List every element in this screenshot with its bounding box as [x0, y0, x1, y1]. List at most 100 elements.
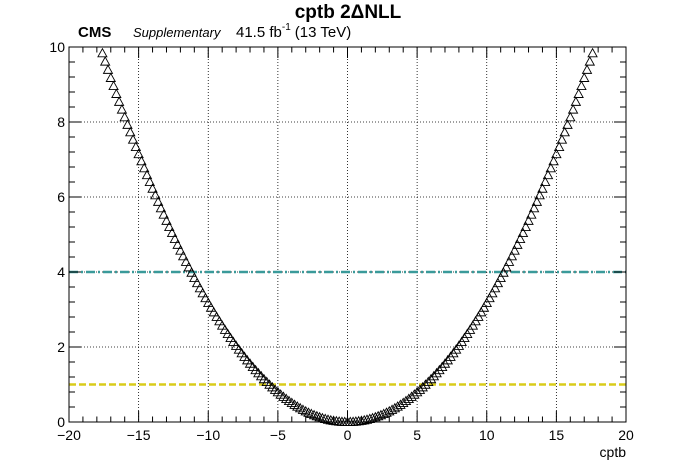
data-point-135 [473, 311, 484, 321]
data-point-167 [562, 119, 573, 129]
data-point-112 [409, 389, 420, 399]
data-point-75 [306, 408, 317, 419]
data-point-163 [551, 148, 562, 159]
plot-layer: −20 −15 −10 −5 0 5 10 15 20 0 2 4 6 8 10 [49, 39, 634, 443]
data-point-137 [478, 302, 490, 312]
data-point-153 [523, 215, 534, 225]
data-point-35 [194, 282, 206, 293]
data-point-152 [520, 221, 532, 231]
data-point-40 [208, 306, 220, 317]
data-point-124 [442, 354, 454, 365]
x-tick-label-7: 15 [549, 427, 565, 443]
data-point-23 [161, 215, 172, 225]
data-point-4 [108, 80, 119, 91]
data-point-33 [189, 272, 200, 282]
data-point-149 [512, 239, 523, 249]
data-point-125 [445, 351, 456, 361]
x-tick-label-2: −10 [196, 427, 220, 443]
data-point-74 [303, 407, 314, 417]
data-point-150 [514, 233, 526, 243]
data-point-8 [119, 111, 130, 122]
data-point-80 [319, 413, 331, 424]
data-point-170 [570, 96, 582, 106]
data-point-139 [484, 292, 495, 303]
data-point-82 [325, 414, 337, 425]
data-point-24 [163, 221, 175, 231]
supplementary-label: Supplementary [133, 25, 222, 40]
data-point-6 [113, 96, 125, 106]
data-point-104 [386, 404, 398, 414]
data-point-39 [205, 302, 217, 312]
data-point-136 [475, 306, 487, 317]
data-point-103 [384, 405, 395, 416]
data-point-168 [565, 111, 576, 122]
x-tick-label-0: −20 [57, 427, 81, 443]
data-point-156 [531, 196, 543, 206]
data-point-14 [136, 155, 147, 166]
data-point-116 [420, 379, 431, 389]
data-point-70 [292, 401, 303, 411]
data-point-122 [436, 361, 448, 371]
data-point-145 [500, 261, 512, 272]
data-point-176 [587, 47, 598, 58]
data-point-26 [169, 233, 181, 243]
data-point-21 [155, 202, 167, 213]
data-point-36 [197, 287, 208, 298]
data-point-0 [97, 47, 108, 58]
data-point-44 [219, 324, 231, 334]
data-point-16 [141, 169, 153, 180]
data-point-118 [425, 373, 437, 384]
data-point-77 [311, 410, 323, 421]
data-point-119 [428, 370, 440, 381]
data-point-71 [294, 402, 306, 413]
data-point-169 [567, 104, 579, 114]
data-point-66 [280, 393, 292, 403]
data-point-76 [308, 409, 320, 420]
data-point-115 [417, 381, 428, 392]
data-point-151 [517, 227, 529, 238]
data-point-146 [503, 256, 515, 266]
data-point-121 [434, 364, 445, 375]
y-tick-label-5: 10 [49, 39, 65, 55]
data-point-161 [545, 162, 557, 173]
data-point-120 [431, 367, 442, 378]
data-point-175 [584, 56, 596, 66]
data-point-2 [102, 64, 114, 74]
data-point-67 [283, 395, 295, 406]
data-point-3 [105, 72, 117, 82]
data-point-117 [423, 376, 434, 386]
data-point-41 [211, 311, 222, 321]
y-tick-label-3: 6 [57, 189, 65, 205]
data-point-159 [539, 176, 551, 186]
data-point-73 [300, 405, 311, 416]
data-point-17 [144, 176, 156, 186]
data-point-13 [133, 148, 144, 159]
data-point-31 [183, 261, 195, 272]
x-tick-label-1: −15 [127, 427, 151, 443]
x-tick-label-6: 10 [479, 427, 495, 443]
data-point-158 [537, 183, 548, 193]
data-point-157 [534, 189, 545, 200]
data-point-138 [481, 297, 493, 307]
data-point-1 [99, 56, 111, 66]
data-point-173 [578, 72, 590, 82]
data-point-7 [116, 104, 128, 114]
data-point-164 [553, 141, 565, 151]
data-point-140 [487, 287, 498, 298]
data-point-37 [200, 292, 211, 303]
x-tick-label-3: −5 [270, 427, 286, 443]
data-point-162 [548, 155, 559, 166]
y-tick-label-1: 2 [57, 339, 65, 355]
data-point-166 [559, 126, 570, 137]
data-point-27 [172, 239, 183, 249]
lumi-label: 41.5 fb-1 (13 TeV) [236, 22, 351, 41]
data-point-123 [439, 358, 451, 368]
data-point-102 [381, 407, 392, 417]
data-point-25 [166, 227, 178, 238]
data-point-28 [175, 245, 186, 255]
data-point-154 [526, 209, 537, 219]
data-point-160 [542, 169, 554, 180]
y-tick-label-0: 0 [57, 414, 65, 430]
